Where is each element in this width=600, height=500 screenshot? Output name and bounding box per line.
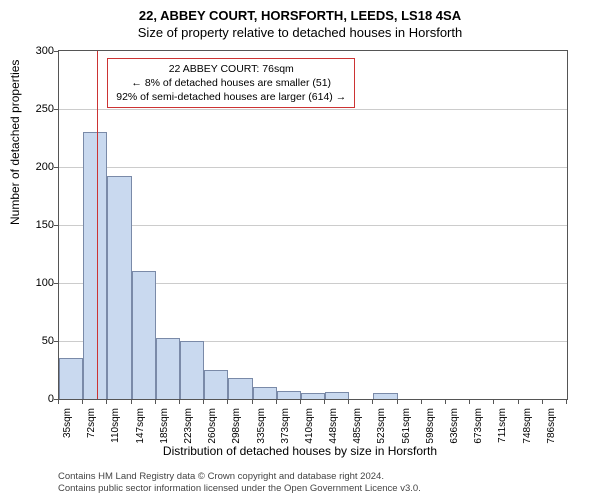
x-tick-label: 410sqm: [304, 408, 315, 448]
histogram-bar: [83, 132, 107, 399]
y-tick-label: 300: [36, 45, 54, 57]
x-tick-label: 260sqm: [207, 408, 218, 448]
plot-area: 22 ABBEY COURT: 76sqm← 8% of detached ho…: [58, 50, 568, 400]
histogram-bar: [132, 271, 156, 399]
histogram-bar: [204, 370, 228, 399]
credits: Contains HM Land Registry data © Crown c…: [58, 471, 421, 495]
histogram-bar: [325, 392, 349, 399]
y-tick-label: 150: [36, 219, 54, 231]
y-tick-label: 200: [36, 161, 54, 173]
histogram-bar: [253, 387, 277, 399]
x-tick-label: 335sqm: [256, 408, 267, 448]
x-tick-label: 448sqm: [328, 408, 339, 448]
chart-title-line1: 22, ABBEY COURT, HORSFORTH, LEEDS, LS18 …: [0, 0, 600, 23]
x-tick-label: 35sqm: [62, 408, 73, 448]
y-tick-label: 250: [36, 103, 54, 115]
histogram-bar: [301, 393, 325, 399]
grid-line: [59, 109, 567, 110]
x-tick-label: 373sqm: [280, 408, 291, 448]
x-tick-label: 748sqm: [522, 408, 533, 448]
x-tick-label: 786sqm: [546, 408, 557, 448]
x-tick-label: 110sqm: [110, 408, 121, 448]
x-tick-label: 673sqm: [473, 408, 484, 448]
grid-line: [59, 225, 567, 226]
histogram-bar: [107, 176, 131, 399]
property-marker-line: [97, 51, 98, 399]
histogram-bar: [180, 341, 204, 399]
x-tick-label: 561sqm: [401, 408, 412, 448]
x-tick-label: 223sqm: [183, 408, 194, 448]
info-box-line2: ← 8% of detached houses are smaller (51): [116, 76, 346, 90]
histogram-bar: [277, 391, 301, 399]
credits-line2: Contains public sector information licen…: [58, 483, 421, 495]
x-tick-label: 298sqm: [231, 408, 242, 448]
histogram-bar: [156, 338, 180, 399]
x-tick-label: 185sqm: [159, 408, 170, 448]
y-tick-label: 100: [36, 277, 54, 289]
x-tick-label: 711sqm: [497, 408, 508, 448]
info-box-line1: 22 ABBEY COURT: 76sqm: [116, 62, 346, 76]
x-tick-label: 636sqm: [449, 408, 460, 448]
histogram-bar: [373, 393, 397, 399]
chart-title-line2: Size of property relative to detached ho…: [0, 23, 600, 42]
credits-line1: Contains HM Land Registry data © Crown c…: [58, 471, 421, 483]
info-box-line3: 92% of semi-detached houses are larger (…: [116, 90, 346, 104]
histogram-bar: [228, 378, 252, 399]
y-axis-ticks: 050100150200250300: [0, 50, 58, 400]
x-tick-label: 72sqm: [86, 408, 97, 448]
x-tick-label: 485sqm: [352, 408, 363, 448]
histogram-bar: [59, 358, 83, 399]
x-tick-label: 523sqm: [376, 408, 387, 448]
info-box: 22 ABBEY COURT: 76sqm← 8% of detached ho…: [107, 58, 355, 109]
x-tick-label: 147sqm: [135, 408, 146, 448]
grid-line: [59, 167, 567, 168]
x-axis-label: Distribution of detached houses by size …: [0, 444, 600, 458]
x-axis-ticks: 35sqm72sqm110sqm147sqm185sqm223sqm260sqm…: [58, 400, 568, 444]
y-tick-label: 50: [42, 335, 54, 347]
x-tick-label: 598sqm: [425, 408, 436, 448]
